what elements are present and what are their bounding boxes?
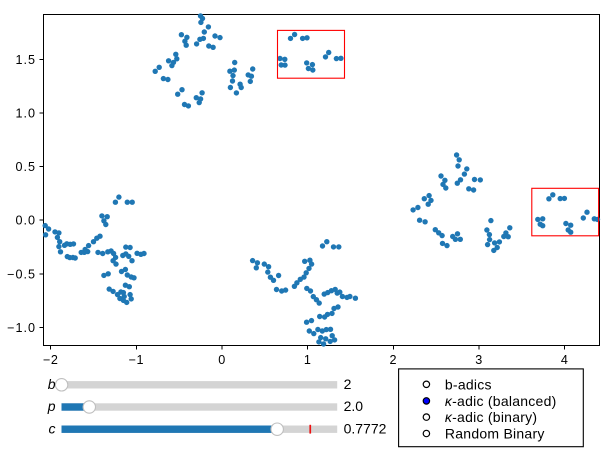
svg-text:−1.0: −1.0 bbox=[7, 321, 36, 335]
svg-text:b: b bbox=[48, 376, 56, 392]
svg-text:1.5: 1.5 bbox=[15, 53, 36, 67]
svg-text:Random Binary: Random Binary bbox=[445, 426, 545, 442]
svg-text:0.0: 0.0 bbox=[15, 214, 36, 228]
svg-text:−0.5: −0.5 bbox=[7, 267, 36, 281]
svg-text:p: p bbox=[47, 398, 56, 414]
svg-text:c: c bbox=[49, 420, 56, 436]
svg-text:1: 1 bbox=[304, 353, 312, 367]
svg-text:0.5: 0.5 bbox=[15, 160, 36, 174]
svg-text:2: 2 bbox=[390, 353, 398, 367]
svg-text:0: 0 bbox=[218, 353, 226, 367]
svg-text:b-adics: b-adics bbox=[445, 376, 492, 392]
svg-text:3: 3 bbox=[475, 353, 483, 367]
svg-text:κ-adic (binary): κ-adic (binary) bbox=[445, 409, 537, 425]
svg-text:0.7772: 0.7772 bbox=[344, 420, 387, 436]
svg-text:κ-adic (balanced): κ-adic (balanced) bbox=[445, 393, 557, 409]
svg-text:1.0: 1.0 bbox=[15, 107, 36, 121]
svg-text:−1: −1 bbox=[129, 353, 144, 367]
svg-text:2: 2 bbox=[344, 376, 352, 392]
svg-text:−2: −2 bbox=[43, 353, 58, 367]
svg-text:2.0: 2.0 bbox=[344, 398, 364, 414]
svg-text:4: 4 bbox=[561, 353, 569, 367]
